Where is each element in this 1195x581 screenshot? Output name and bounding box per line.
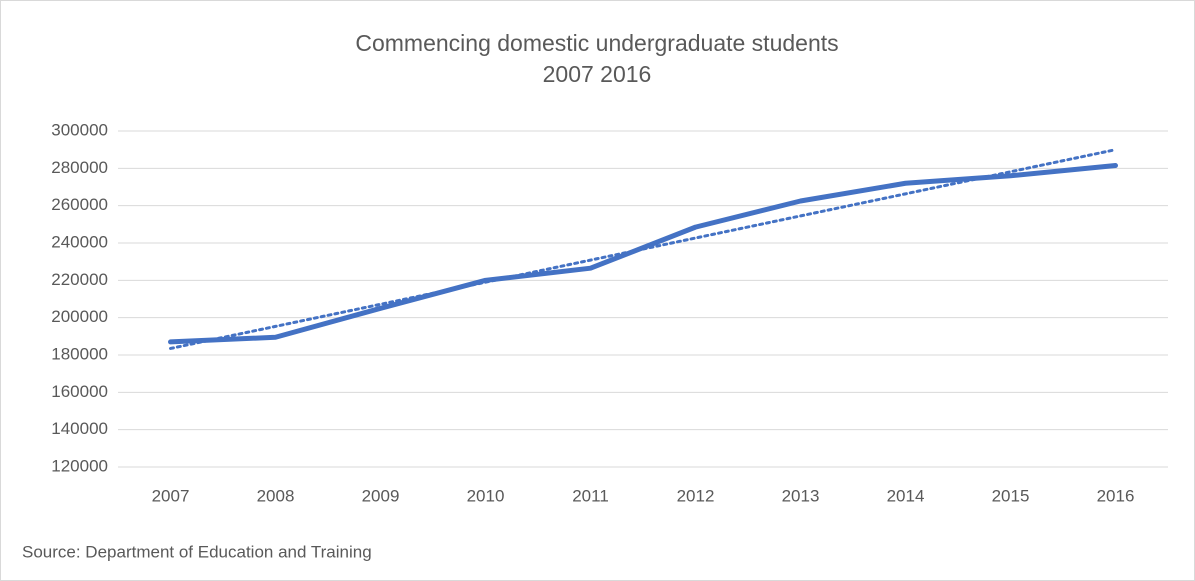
x-tick-label: 2016 <box>1097 486 1135 505</box>
y-tick-label: 300000 <box>51 120 108 139</box>
x-tick-label: 2015 <box>992 486 1030 505</box>
chart-title: Commencing domestic undergraduate studen… <box>355 30 838 56</box>
source-note: Source: Department of Education and Trai… <box>22 542 372 561</box>
x-tick-label: 2008 <box>257 486 295 505</box>
y-tick-label: 220000 <box>51 270 108 289</box>
y-tick-label: 160000 <box>51 382 108 401</box>
x-tick-label: 2014 <box>887 486 925 505</box>
x-tick-label: 2010 <box>467 486 505 505</box>
y-tick-label: 280000 <box>51 158 108 177</box>
y-tick-label: 260000 <box>51 195 108 214</box>
y-tick-label: 140000 <box>51 419 108 438</box>
x-tick-label: 2007 <box>152 486 190 505</box>
x-tick-label: 2012 <box>677 486 715 505</box>
chart-subtitle: 2007 2016 <box>543 61 652 87</box>
y-tick-label: 200000 <box>51 307 108 326</box>
y-tick-label: 240000 <box>51 232 108 251</box>
series-line <box>168 163 1118 345</box>
x-tick-label: 2011 <box>572 486 609 505</box>
y-tick-label: 120000 <box>51 456 108 475</box>
x-tick-label: 2009 <box>362 486 400 505</box>
x-tick-label: 2013 <box>782 486 820 505</box>
y-tick-label: 180000 <box>51 344 108 363</box>
